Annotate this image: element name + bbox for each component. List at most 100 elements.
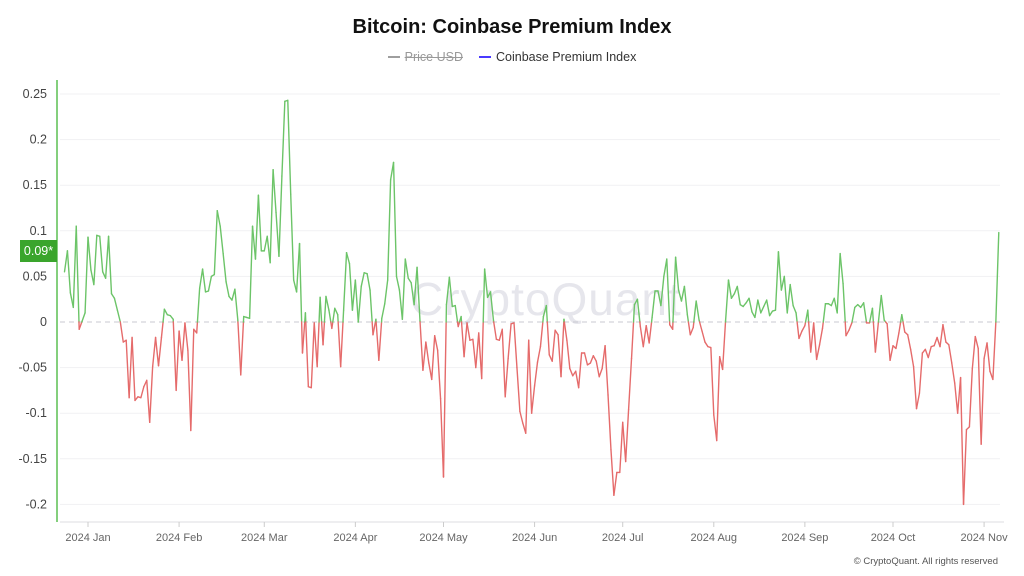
line-segment-positive <box>110 293 116 299</box>
line-segment-negative <box>698 321 703 332</box>
line-segment-negative <box>431 334 436 381</box>
legend-label-price-usd: Price USD <box>404 50 463 64</box>
line-segment-positive <box>334 307 339 316</box>
line-segment-positive <box>99 235 104 273</box>
line-segment-negative <box>721 321 727 371</box>
line-segment-negative <box>422 341 427 372</box>
line-segment-negative <box>436 349 442 400</box>
line-segment-negative <box>948 344 953 364</box>
line-segment-positive <box>786 283 791 314</box>
line-segment-positive <box>680 285 686 302</box>
line-segment-positive <box>636 298 641 323</box>
line-segment-negative <box>622 421 627 463</box>
line-segment-positive <box>328 309 332 323</box>
line-segment-negative <box>530 385 536 414</box>
line-segment-positive <box>323 295 327 323</box>
line-segment-negative <box>912 365 918 410</box>
line-segment-negative <box>190 328 195 432</box>
legend-item-coinbase-premium-index[interactable]: Coinbase Premium Index <box>478 50 636 64</box>
line-segment-negative <box>551 329 556 362</box>
line-segment-negative <box>848 322 853 331</box>
line-segment-negative <box>807 321 812 353</box>
line-segment-negative <box>525 339 530 434</box>
line-segment-negative <box>704 341 709 348</box>
premium-index-line <box>63 99 1000 506</box>
line-segment-negative <box>716 355 721 442</box>
line-segment-positive <box>407 277 412 284</box>
line-segment-positive <box>842 282 846 323</box>
line-segment-positive <box>63 250 69 273</box>
y-axis-ticks: 0.25 0.2 0.15 0.1 0.05 0 -0.05 -0.1 -0.15 -0.2 <box>19 87 48 511</box>
line-segment-positive <box>281 100 286 177</box>
line-segment-negative <box>689 326 694 336</box>
line-segment-positive <box>660 275 665 307</box>
line-segment-positive <box>995 231 1000 323</box>
line-segment-negative <box>439 397 445 478</box>
line-segment-positive <box>401 258 407 320</box>
line-segment-positive <box>113 297 119 311</box>
line-segment-negative <box>372 321 377 336</box>
line-segment-positive <box>839 252 844 285</box>
line-segment-positive <box>768 310 774 317</box>
line-segment-negative <box>601 345 606 370</box>
line-segment-positive <box>201 268 207 293</box>
line-segment-negative <box>507 323 512 360</box>
line-segment-negative <box>466 322 471 341</box>
line-segment-negative <box>337 321 342 368</box>
line-segment-positive <box>795 312 798 323</box>
y-tick-label: 0.05 <box>23 269 47 283</box>
legend-item-price-usd[interactable]: Price USD <box>387 50 463 64</box>
line-segment-negative <box>959 376 965 506</box>
line-segment-negative <box>589 355 595 364</box>
line-segment-negative <box>546 321 550 356</box>
line-segment-negative <box>889 345 894 362</box>
line-segment-positive <box>742 302 747 308</box>
line-segment-positive <box>482 268 486 323</box>
line-segment-positive <box>789 283 794 307</box>
line-segment-positive <box>410 282 415 306</box>
line-segment-negative <box>187 349 192 432</box>
line-segment-negative <box>181 322 186 362</box>
line-segment-positive <box>651 290 656 319</box>
line-segment-negative <box>796 321 800 340</box>
line-segment-positive <box>683 285 689 316</box>
line-segment-negative <box>812 322 818 361</box>
line-segment-negative <box>627 357 633 411</box>
line-segment-negative <box>157 336 163 367</box>
line-segment-negative <box>513 322 518 369</box>
x-tick-label: 2024 Aug <box>691 532 738 544</box>
line-segment-positive <box>366 272 371 291</box>
line-segment-positive <box>792 304 797 314</box>
y-tick-label: 0 <box>40 315 47 329</box>
line-segment-negative <box>140 386 145 399</box>
gridlines <box>60 93 1000 505</box>
line-segment-negative <box>639 325 644 348</box>
line-segment-positive <box>489 291 495 321</box>
line-segment-positive <box>445 276 451 306</box>
line-segment-negative <box>598 367 603 378</box>
line-segment-positive <box>545 304 549 323</box>
line-segment-negative <box>493 321 498 341</box>
y-tick-label: -0.15 <box>19 452 48 466</box>
line-segment-negative <box>539 321 544 348</box>
line-segment-negative <box>592 355 597 362</box>
line-segment-negative <box>151 336 157 368</box>
line-segment-negative <box>146 379 151 424</box>
line-segment-positive <box>196 287 201 323</box>
line-segment-negative <box>886 323 891 362</box>
line-segment-negative <box>378 321 383 362</box>
line-segment-negative <box>798 330 803 340</box>
line-segment-positive <box>104 235 110 279</box>
line-segment-positive <box>254 194 260 260</box>
line-segment-negative <box>604 345 609 396</box>
line-segment-negative <box>322 321 326 346</box>
line-segment-positive <box>650 316 653 323</box>
line-segment-negative <box>818 327 824 346</box>
line-segment-positive <box>830 297 835 307</box>
line-segment-negative <box>974 335 979 350</box>
line-segment-negative <box>528 339 533 414</box>
line-segment-negative <box>701 330 706 343</box>
line-segment-negative <box>131 336 136 402</box>
line-segment-negative <box>933 336 938 347</box>
line-segment-negative <box>583 352 589 366</box>
